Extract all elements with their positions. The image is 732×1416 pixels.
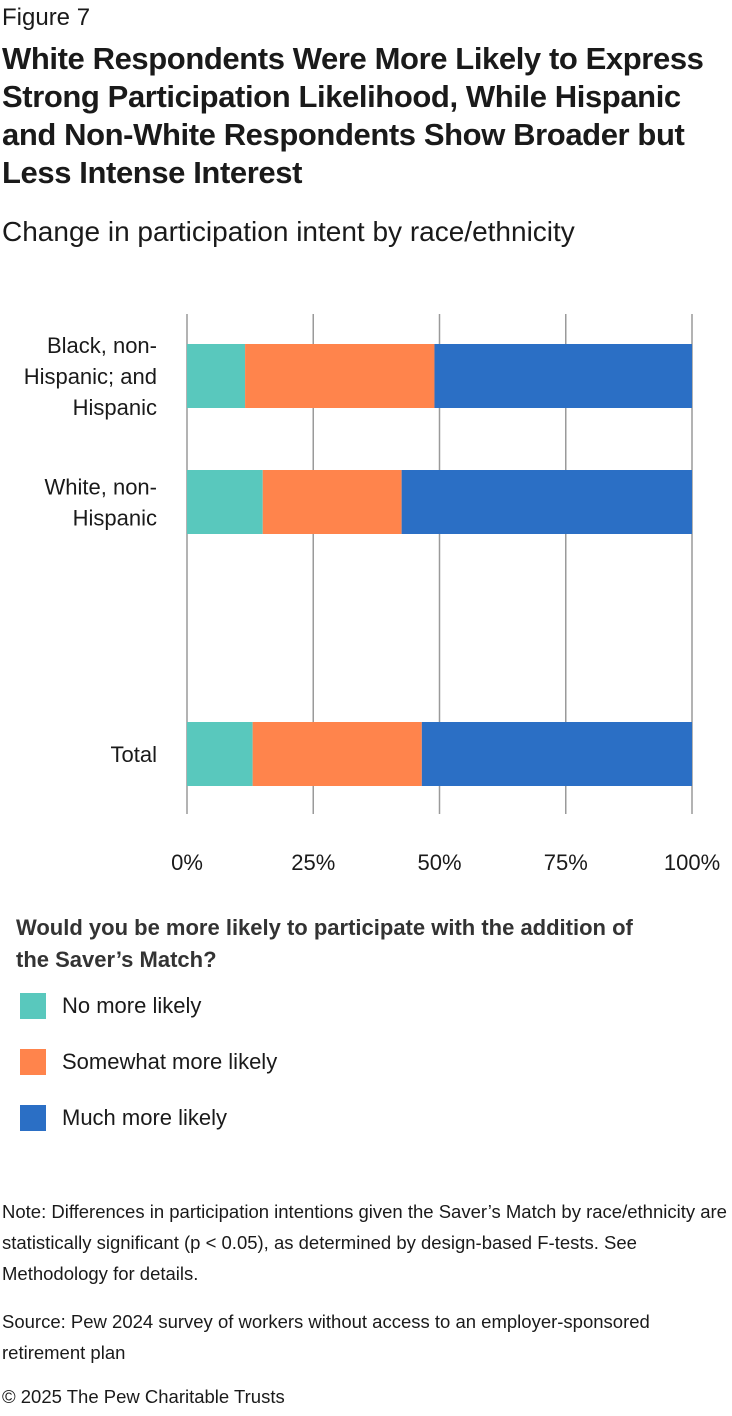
- bar-segment: [187, 344, 246, 408]
- bar-segment: [187, 722, 253, 786]
- stacked-bar-chart: 0% 25% 50% 75% 100% Black, non- Hispanic; and H…: [24, 314, 720, 875]
- legend-item-much-more-likely: Much more likely: [20, 1102, 277, 1134]
- chart-note: Note: Differences in participation inten…: [2, 1201, 727, 1284]
- category-label: Total: [111, 742, 157, 767]
- legend-item-no-more-likely: No more likely: [20, 990, 277, 1022]
- x-tick-label: 100%: [664, 850, 720, 875]
- legend-label: Much more likely: [62, 1105, 228, 1130]
- category-label: Hispanic: [73, 395, 157, 420]
- x-tick-label: 25%: [291, 850, 335, 875]
- chart-source: Source: Pew 2024 survey of workers witho…: [2, 1311, 650, 1363]
- legend-swatch: [20, 993, 46, 1019]
- legend-item-somewhat-more-likely: Somewhat more likely: [20, 1046, 277, 1078]
- legend-swatch: [20, 1105, 46, 1131]
- bar-segment: [262, 470, 402, 534]
- category-label: Black, non-: [47, 333, 157, 358]
- figure-label: Figure 7: [2, 4, 91, 31]
- legend: No more likely Somewhat more likely Much…: [20, 990, 277, 1158]
- category-label: Hispanic; and: [24, 364, 157, 389]
- chart-subtitle: Change in participation intent by race/e…: [2, 216, 575, 247]
- category-label: Hispanic: [73, 506, 157, 531]
- legend-label: No more likely: [62, 993, 202, 1018]
- legend-label: Somewhat more likely: [62, 1049, 278, 1074]
- category-label: White, non-: [45, 475, 158, 500]
- bar-segment: [401, 470, 692, 534]
- bar-segment: [187, 470, 263, 534]
- chart-title: White Respondents Were More Likely to Ex…: [2, 41, 704, 190]
- x-tick-label: 50%: [417, 850, 461, 875]
- bar-segment: [434, 344, 692, 408]
- bar-segment: [245, 344, 435, 408]
- bar-segment: [421, 722, 692, 786]
- x-tick-label: 0%: [171, 850, 203, 875]
- legend-swatch: [20, 1049, 46, 1075]
- x-tick-label: 75%: [544, 850, 588, 875]
- legend-title: Would you be more likely to participate …: [16, 915, 633, 972]
- copyright: © 2025 The Pew Charitable Trusts: [2, 1386, 285, 1407]
- bar-segment: [252, 722, 422, 786]
